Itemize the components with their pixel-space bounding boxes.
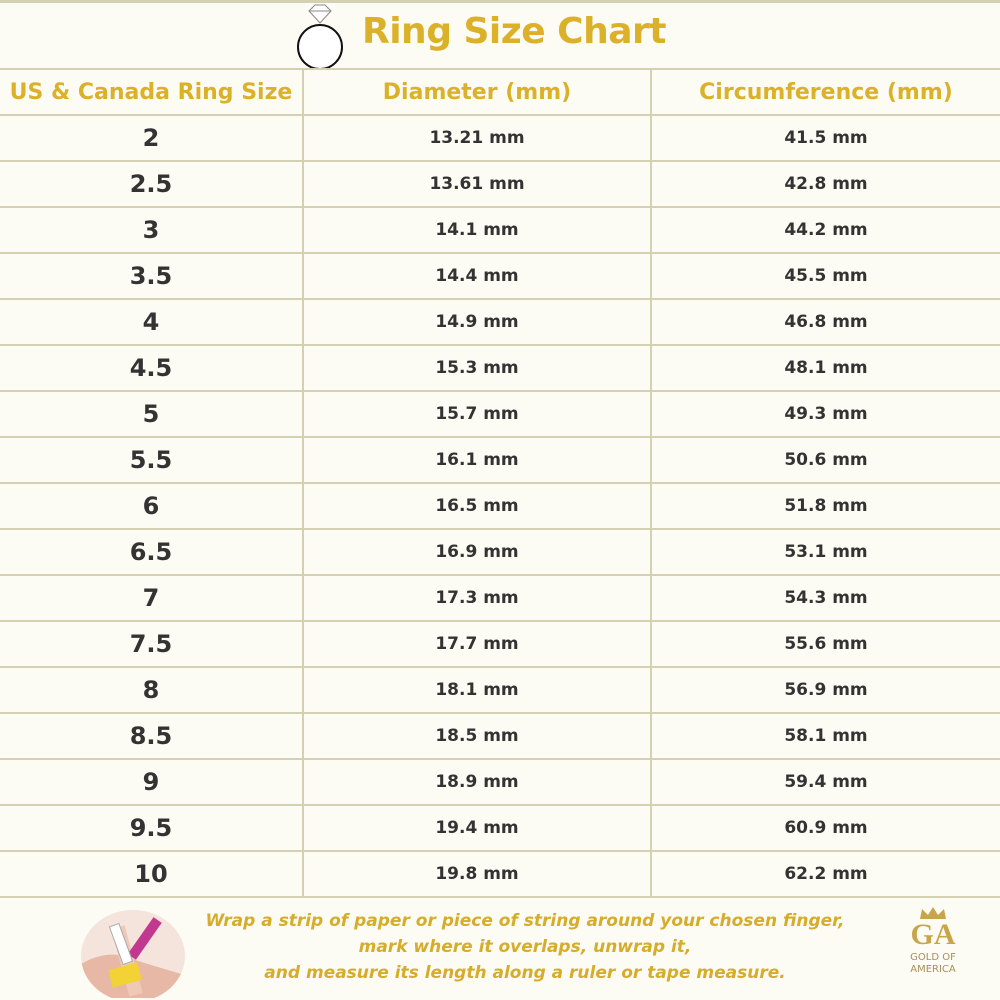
cell-diameter: 18.9 mm: [302, 758, 652, 806]
gold-of-america-logo: GA GOLD OF AMERICA: [898, 904, 968, 998]
table-row: 3.5 14.4 mm 45.5 mm: [0, 252, 1000, 300]
cell-circumference: 48.1 mm: [650, 344, 1000, 392]
table-row: 6.5 16.9 mm 53.1 mm: [0, 528, 1000, 576]
column-header-size: US & Canada Ring Size: [0, 68, 304, 116]
footer: Wrap a strip of paper or piece of string…: [0, 900, 1000, 1000]
ring-size-table: US & Canada Ring Size Diameter (mm) Circ…: [0, 68, 1000, 898]
cell-circumference: 46.8 mm: [650, 298, 1000, 346]
cell-diameter: 17.7 mm: [302, 620, 652, 668]
cell-diameter: 15.7 mm: [302, 390, 652, 438]
cell-size: 2: [0, 114, 304, 162]
instruction-line: Wrap a strip of paper or piece of string…: [205, 911, 845, 931]
cell-size: 6: [0, 482, 304, 530]
cell-circumference: 58.1 mm: [650, 712, 1000, 760]
table-row: 2 13.21 mm 41.5 mm: [0, 114, 1000, 162]
cell-diameter: 13.21 mm: [302, 114, 652, 162]
cell-size: 4: [0, 298, 304, 346]
cell-size: 7: [0, 574, 304, 622]
cell-size: 3: [0, 206, 304, 254]
cell-diameter: 13.61 mm: [302, 160, 652, 208]
cell-circumference: 41.5 mm: [650, 114, 1000, 162]
cell-diameter: 16.5 mm: [302, 482, 652, 530]
cell-size: 5.5: [0, 436, 304, 484]
cell-circumference: 55.6 mm: [650, 620, 1000, 668]
column-header-circumference: Circumference (mm): [650, 68, 1000, 116]
diamond-ring-icon: [297, 4, 343, 70]
measuring-instructions: Wrap a strip of paper or piece of string…: [200, 908, 850, 986]
cell-size: 6.5: [0, 528, 304, 576]
cell-diameter: 19.4 mm: [302, 804, 652, 852]
cell-size: 9.5: [0, 804, 304, 852]
table-row: 7 17.3 mm 54.3 mm: [0, 574, 1000, 622]
cell-circumference: 53.1 mm: [650, 528, 1000, 576]
page-title: Ring Size Chart: [362, 11, 666, 52]
cell-diameter: 15.3 mm: [302, 344, 652, 392]
crown-icon: [920, 907, 946, 919]
cell-size: 7.5: [0, 620, 304, 668]
cell-diameter: 14.4 mm: [302, 252, 652, 300]
cell-circumference: 51.8 mm: [650, 482, 1000, 530]
cell-circumference: 42.8 mm: [650, 160, 1000, 208]
cell-size: 10: [0, 850, 304, 898]
cell-diameter: 17.3 mm: [302, 574, 652, 622]
cell-diameter: 16.9 mm: [302, 528, 652, 576]
cell-diameter: 18.5 mm: [302, 712, 652, 760]
table-row: 7.5 17.7 mm 55.6 mm: [0, 620, 1000, 668]
cell-size: 8.5: [0, 712, 304, 760]
title-bar: Ring Size Chart: [0, 0, 1000, 70]
table-row: 5 15.7 mm 49.3 mm: [0, 390, 1000, 438]
table-row: 8 18.1 mm 56.9 mm: [0, 666, 1000, 714]
logo-monogram: GA: [910, 918, 956, 951]
table-row: 4.5 15.3 mm 48.1 mm: [0, 344, 1000, 392]
cell-circumference: 56.9 mm: [650, 666, 1000, 714]
cell-size: 2.5: [0, 160, 304, 208]
logo-brand-line: AMERICA: [910, 964, 956, 975]
cell-diameter: 19.8 mm: [302, 850, 652, 898]
table-row: 9 18.9 mm 59.4 mm: [0, 758, 1000, 806]
table-row: 2.5 13.61 mm 42.8 mm: [0, 160, 1000, 208]
cell-size: 9: [0, 758, 304, 806]
table-row: 5.5 16.1 mm 50.6 mm: [0, 436, 1000, 484]
table-row: 8.5 18.5 mm 58.1 mm: [0, 712, 1000, 760]
cell-circumference: 49.3 mm: [650, 390, 1000, 438]
cell-size: 8: [0, 666, 304, 714]
table-row: 10 19.8 mm 62.2 mm: [0, 850, 1000, 898]
cell-diameter: 14.9 mm: [302, 298, 652, 346]
cell-size: 4.5: [0, 344, 304, 392]
table-row: 6 16.5 mm 51.8 mm: [0, 482, 1000, 530]
finger-measuring-photo: [81, 910, 185, 998]
cell-size: 5: [0, 390, 304, 438]
instruction-line: and measure its length along a ruler or …: [264, 963, 786, 983]
table-header-row: US & Canada Ring Size Diameter (mm) Circ…: [0, 68, 1000, 116]
cell-diameter: 16.1 mm: [302, 436, 652, 484]
cell-diameter: 14.1 mm: [302, 206, 652, 254]
cell-circumference: 44.2 mm: [650, 206, 1000, 254]
cell-circumference: 59.4 mm: [650, 758, 1000, 806]
cell-circumference: 54.3 mm: [650, 574, 1000, 622]
column-header-diameter: Diameter (mm): [302, 68, 652, 116]
cell-circumference: 62.2 mm: [650, 850, 1000, 898]
cell-circumference: 45.5 mm: [650, 252, 1000, 300]
table-row: 9.5 19.4 mm 60.9 mm: [0, 804, 1000, 852]
cell-size: 3.5: [0, 252, 304, 300]
logo-brand-line: GOLD OF: [910, 952, 956, 963]
cell-circumference: 60.9 mm: [650, 804, 1000, 852]
cell-diameter: 18.1 mm: [302, 666, 652, 714]
cell-circumference: 50.6 mm: [650, 436, 1000, 484]
table-row: 3 14.1 mm 44.2 mm: [0, 206, 1000, 254]
instruction-line: mark where it overlaps, unwrap it,: [358, 937, 692, 957]
table-row: 4 14.9 mm 46.8 mm: [0, 298, 1000, 346]
